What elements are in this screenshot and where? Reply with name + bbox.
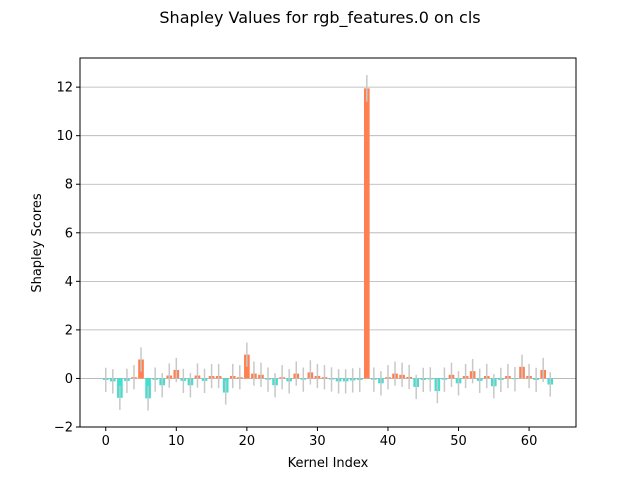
x-tick-label: 10 [168, 434, 185, 449]
y-tick-label: 4 [65, 275, 73, 290]
y-tick-label: 6 [65, 226, 73, 241]
x-tick-label: 30 [309, 434, 326, 449]
y-tick-label: 0 [65, 372, 73, 387]
chart-title: Shapley Values for rgb_features.0 on cls [159, 8, 480, 28]
x-tick-label: 20 [239, 434, 256, 449]
bar-kernel-37 [363, 88, 370, 379]
x-tick-label: 40 [380, 434, 397, 449]
y-axis-ticks: −2 0 2 4 6 8 10 12 [54, 81, 80, 436]
y-tick-label: 10 [56, 129, 73, 144]
x-tick-label: 0 [102, 434, 110, 449]
bars-group [102, 88, 554, 399]
error-bars-group [105, 74, 551, 411]
x-tick-label: 60 [521, 434, 538, 449]
y-tick-label: 8 [65, 178, 73, 193]
y-tick-label: −2 [54, 421, 73, 436]
y-tick-label: 2 [65, 323, 73, 338]
x-axis-ticks: 0 10 20 30 40 50 60 [102, 427, 538, 449]
x-tick-label: 50 [450, 434, 467, 449]
y-axis-label: Shapley Scores [30, 193, 45, 293]
y-tick-label: 12 [56, 81, 73, 96]
x-axis-label: Kernel Index [288, 456, 369, 471]
plot-frame [79, 57, 577, 428]
